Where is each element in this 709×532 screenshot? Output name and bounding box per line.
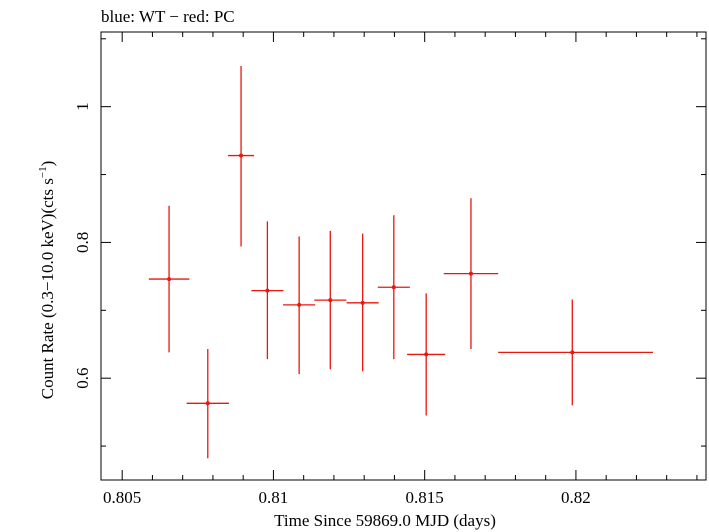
point-marker <box>391 285 396 290</box>
data-point <box>186 348 229 459</box>
point-marker <box>328 298 333 303</box>
x-axis-ticks: 0.805 0.81 0.815 0.82 <box>103 32 698 507</box>
data-point <box>498 299 654 406</box>
data-point <box>407 293 446 416</box>
x-tick-label: 0.82 <box>561 488 591 507</box>
point-marker <box>297 302 302 307</box>
data-series-pc <box>148 65 654 459</box>
point-marker <box>424 352 429 357</box>
y-tick-label: 0.6 <box>73 368 92 389</box>
y-tick-label: 1 <box>73 102 92 111</box>
point-marker <box>205 401 210 406</box>
data-point <box>251 221 284 360</box>
data-point <box>314 230 347 370</box>
point-marker <box>468 271 473 276</box>
y-axis-label: Count Rate (0.3−10.0 keV)(cts s−1) <box>37 161 57 400</box>
data-point <box>283 236 316 375</box>
point-marker <box>239 153 244 158</box>
x-tick-label: 0.815 <box>406 488 444 507</box>
x-tick-label: 0.805 <box>103 488 141 507</box>
x-axis-label: Time Since 59869.0 MJD (days) <box>274 511 496 530</box>
data-point <box>443 198 499 349</box>
plot-frame <box>100 31 707 481</box>
data-point <box>148 205 190 353</box>
y-axis-label-end: ) <box>38 161 57 167</box>
chart-title: blue: WT − red: PC <box>101 7 235 26</box>
data-point <box>228 65 255 247</box>
y-axis-ticks: 0.6 0.8 1 <box>73 38 706 447</box>
data-point <box>377 215 410 360</box>
y-axis-label-superscript: −1 <box>37 166 49 178</box>
point-marker <box>570 350 575 355</box>
y-axis-label-main: Count Rate (0.3−10.0 keV)(cts s <box>38 178 57 399</box>
data-point <box>346 233 379 372</box>
y-tick-label: 0.8 <box>73 232 92 253</box>
point-marker <box>167 277 172 282</box>
plot-area-border <box>100 31 707 481</box>
point-marker <box>360 300 365 305</box>
x-tick-label: 0.81 <box>259 488 289 507</box>
point-marker <box>265 288 270 293</box>
